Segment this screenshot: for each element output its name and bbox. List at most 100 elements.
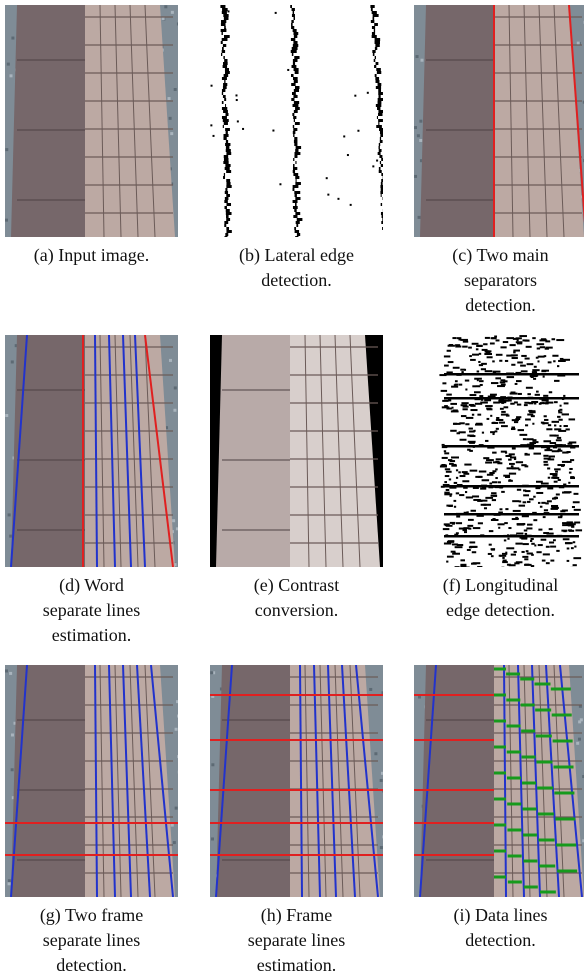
edge-pixel [517, 404, 521, 406]
edge-pixel [293, 170, 295, 173]
edge-pixel [295, 194, 297, 197]
edge-pixel [526, 387, 533, 389]
edge-pixel [516, 461, 523, 463]
edge-pixel [481, 368, 486, 370]
edge-pixel [532, 441, 538, 443]
edge-pixel [454, 482, 457, 484]
edge-pixel [226, 149, 231, 152]
edge-pixel [296, 146, 301, 149]
edge-pixel [456, 492, 459, 494]
edge-pixel [372, 165, 374, 167]
edge-pixel [462, 480, 469, 482]
panel-image [5, 665, 178, 897]
edge-pixel [223, 86, 227, 89]
edge-pixel [511, 355, 515, 357]
edge-pixel [442, 400, 448, 402]
edge-pixel [490, 394, 497, 396]
edge-pixel [381, 188, 383, 191]
edge-pixel [559, 425, 561, 427]
edge-pixel [294, 35, 297, 38]
stone-strip [420, 665, 494, 897]
edge-pixel [479, 395, 483, 397]
edge-pixel [376, 68, 381, 71]
edge-pixel [485, 370, 493, 372]
edge-pixel [446, 489, 450, 491]
edge-pixel [444, 373, 579, 376]
edge-pixel [222, 38, 228, 41]
edge-pixel [377, 116, 378, 119]
edge-pixel [293, 200, 298, 203]
edge-pixel [525, 358, 530, 360]
edge-pixel [524, 564, 532, 566]
texture [5, 148, 8, 151]
edge-pixel [524, 529, 527, 531]
edge-pixel [367, 92, 369, 94]
edge-pixel [514, 551, 517, 553]
panel-image [210, 665, 383, 897]
edge-pixel [291, 23, 293, 26]
edge-pixel [374, 59, 376, 62]
edge-pixel [472, 495, 479, 497]
edge-pixel [564, 425, 568, 427]
edge-pixel [372, 35, 377, 38]
edge-pixel [293, 188, 295, 191]
edge-pixel [490, 415, 492, 417]
edge-pixel [448, 361, 454, 363]
edge-pixel [537, 347, 540, 349]
edge-pixel [294, 68, 299, 71]
edge-pixel [462, 408, 467, 410]
edge-pixel [455, 546, 463, 548]
tile-area [290, 335, 380, 567]
edge-pixel [223, 125, 224, 128]
edge-pixel [373, 17, 375, 20]
edge-pixel [569, 468, 572, 470]
edge-pixel [376, 160, 378, 162]
texture [380, 779, 383, 782]
texture [173, 841, 176, 844]
caption-line: detection. [202, 268, 392, 293]
edge-pixel [527, 363, 534, 365]
edge-pixel [478, 361, 480, 363]
edge-pixel [224, 236, 227, 237]
edge-pixel [471, 563, 477, 565]
edge-pixel [223, 95, 226, 98]
edge-pixel [295, 176, 299, 179]
edge-pixel [527, 393, 530, 395]
edge-pixel [545, 348, 549, 350]
edge-pixel [380, 137, 381, 140]
edge-pixel [496, 339, 500, 341]
edge-pixel [479, 353, 481, 355]
texture [211, 837, 214, 840]
edge-pixel [487, 474, 494, 476]
edge-pixel [376, 86, 381, 89]
edge-pixel [224, 200, 227, 203]
edge-pixel [381, 203, 382, 206]
edge-pixel [291, 26, 294, 29]
edge-pixel [293, 173, 298, 176]
edge-pixel [374, 23, 378, 26]
edge-pixel [478, 522, 483, 524]
edge-pixel [531, 554, 534, 556]
edge-pixel [380, 161, 381, 164]
edge-pixel [224, 17, 229, 20]
edge-pixel [543, 440, 551, 442]
texture [172, 519, 175, 522]
edge-pixel [460, 475, 466, 477]
edge-pixel [354, 95, 356, 97]
edge-pixel [492, 481, 497, 483]
edge-pixel [495, 377, 501, 379]
edge-pixel [557, 365, 559, 367]
edge-pixel [483, 343, 487, 345]
edge-pixel [536, 481, 543, 483]
edge-pixel [221, 41, 223, 44]
edge-pixel [459, 528, 467, 530]
edge-pixel [498, 481, 501, 483]
edge-pixel [465, 423, 469, 425]
edge-pixel [466, 417, 473, 419]
edge-pixel [225, 128, 230, 131]
edge-pixel [444, 543, 451, 545]
stone-strip [11, 335, 85, 567]
edge-pixel [562, 359, 570, 361]
edge-pixel [223, 65, 228, 68]
